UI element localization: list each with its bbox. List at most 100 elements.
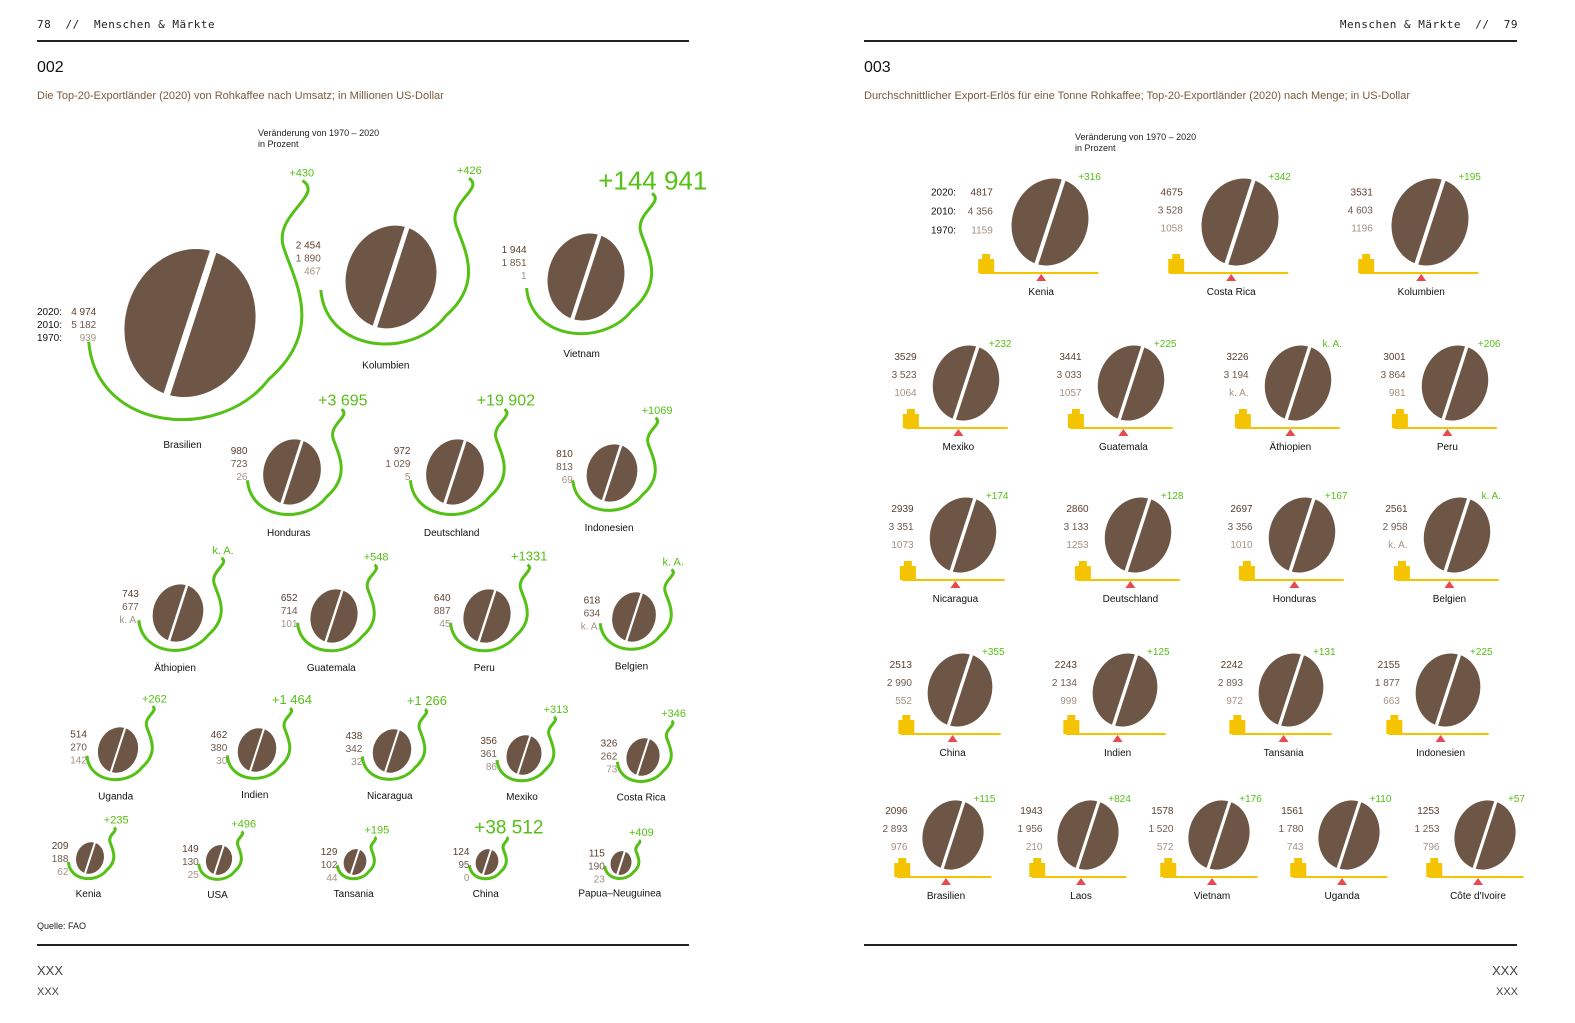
change-note: Veränderung von 1970 – 2020 in Prozent (258, 128, 379, 150)
value-1970: 44 (326, 873, 338, 884)
value-2020: 326 (601, 739, 618, 750)
change-value: +409 (629, 827, 654, 839)
value-1970: 62 (57, 867, 69, 878)
coffee-bean (612, 592, 656, 642)
change-value: +115 (974, 794, 996, 805)
country-group-vietnam (1160, 858, 1258, 885)
year-label: 1970: (931, 226, 956, 237)
change-value: +426 (457, 165, 482, 177)
bean-slit (1443, 497, 1471, 573)
value-2020: 2561 (1385, 504, 1408, 515)
fulcrum-triangle (1207, 878, 1217, 885)
country-label: Indonesien (1416, 748, 1465, 759)
change-value: +110 (1370, 794, 1392, 805)
weight-icon (1229, 720, 1246, 734)
change-curve (615, 719, 675, 783)
value-2020: 514 (70, 729, 87, 740)
coffee-bean (372, 729, 412, 773)
header-section: Menschen & Märkte (1339, 18, 1461, 31)
coffee-bean (610, 851, 632, 875)
coffee-bean (475, 849, 499, 875)
fulcrum-triangle (941, 878, 951, 885)
value-2010: 887 (434, 606, 451, 617)
bean-slit (1124, 497, 1152, 573)
country-label: Peru (1437, 442, 1458, 453)
bean-slit (1206, 800, 1232, 870)
header-right: Menschen & Märkte // 79 (1340, 18, 1518, 31)
value-2010: 2 134 (1052, 678, 1077, 689)
coffee-bean (932, 345, 1000, 421)
change-value: k. A. (1322, 339, 1341, 350)
weight-icon (1386, 720, 1403, 734)
bean-slit (443, 439, 467, 505)
bean-slit (625, 592, 643, 642)
change-curve (571, 416, 660, 512)
country-group-vietnam (525, 192, 657, 336)
weight-icon (1074, 566, 1091, 580)
value-1970: 1064 (894, 388, 917, 399)
value-2020: 115 (589, 848, 605, 859)
value-1970: 976 (891, 842, 908, 853)
change-value: +206 (1478, 339, 1501, 350)
weight-icon (1426, 863, 1443, 877)
country-group-deutschland (1074, 561, 1180, 588)
bean-slit (249, 728, 265, 772)
country-label: Belgien (615, 661, 648, 672)
weight-top (903, 561, 912, 566)
country-group-guatemala (296, 563, 378, 653)
bean-slit (1434, 653, 1462, 727)
weight-top (1294, 858, 1303, 863)
country-label: Laos (1070, 891, 1092, 902)
value-2020: 2697 (1230, 504, 1253, 515)
change-value: +167 (1325, 491, 1348, 502)
change-value: +1069 (642, 405, 673, 417)
year-label: 2020: (37, 307, 62, 318)
change-note-line1: Veränderung von 1970 – 2020 (258, 128, 380, 138)
value-2010: 102 (321, 860, 338, 871)
value-2010: 1 780 (1278, 824, 1303, 835)
value-2020: 3001 (1383, 352, 1406, 363)
change-curve (66, 826, 117, 881)
change-curve (197, 830, 245, 881)
change-value: +128 (1161, 491, 1184, 502)
country-group-belgien (598, 568, 675, 651)
value-2010: 1 029 (385, 459, 410, 470)
coffee-bean (263, 439, 321, 505)
coffee-bean (1097, 345, 1165, 421)
value-2020: 2939 (891, 504, 914, 515)
value-1970: k. A. (1388, 540, 1407, 551)
country-group-belgien (1393, 561, 1499, 588)
country-label: Äthiopien (154, 662, 196, 674)
change-note-line2: in Prozent (258, 139, 299, 149)
value-1970: k. A. (119, 615, 138, 626)
coffee-bean (1104, 497, 1172, 573)
bean-slit (1034, 178, 1066, 266)
figure-number: 002 (37, 59, 64, 76)
value-2010: 130 (182, 857, 199, 868)
change-value: +174 (986, 491, 1009, 502)
bean-slit (1277, 653, 1305, 727)
country-group-kolumbien (1358, 254, 1479, 281)
weight-top (1430, 858, 1439, 863)
fulcrum-triangle (1112, 735, 1123, 742)
value-1970: 999 (1060, 696, 1077, 707)
change-curve (245, 408, 346, 517)
year-label: 2010: (931, 207, 956, 218)
value-1970: 101 (281, 619, 298, 630)
value-2020: 438 (346, 731, 363, 742)
country-label: Kenia (1028, 287, 1054, 298)
weight-icon (899, 566, 916, 580)
fulcrum-triangle (1278, 735, 1289, 742)
bean-slit (636, 738, 650, 776)
value-1970: 1159 (971, 226, 993, 237)
value-2010: 4 356 (968, 207, 993, 218)
weight-top (1164, 858, 1173, 863)
value-1970: 1057 (1059, 388, 1082, 399)
change-value: +38 512 (474, 817, 543, 838)
value-2020: 2860 (1066, 504, 1089, 515)
coffee-bean (1421, 345, 1489, 421)
coffee-bean (463, 589, 511, 643)
country-group-costa-rica (1168, 254, 1289, 281)
country-label: Nicaragua (933, 594, 979, 605)
